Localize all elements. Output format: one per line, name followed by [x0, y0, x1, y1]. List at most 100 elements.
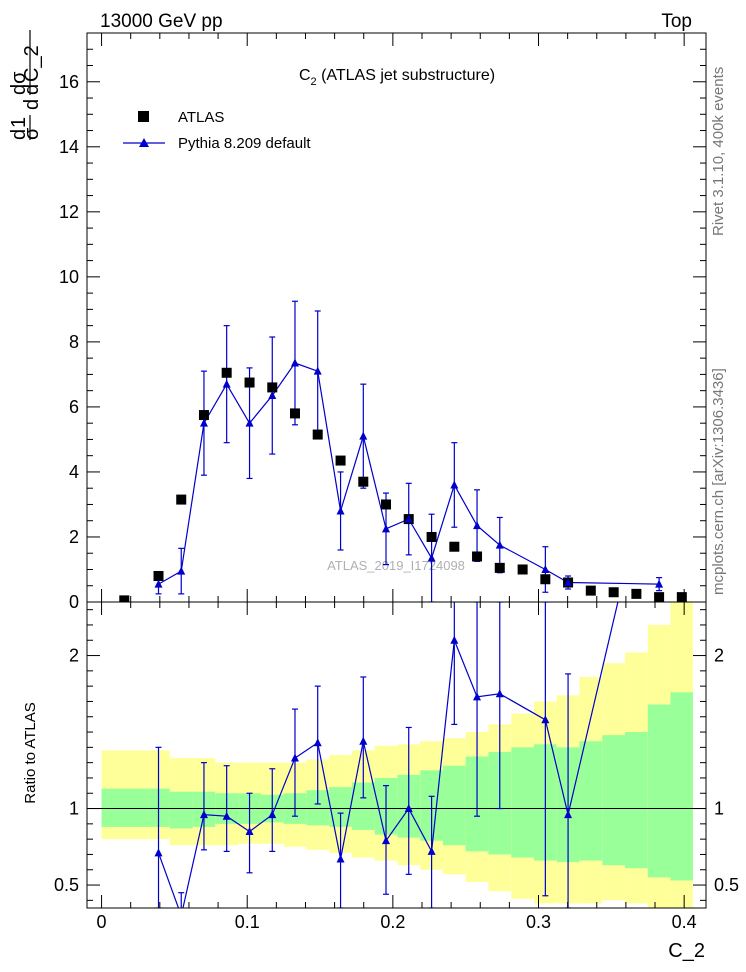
atlas-data-point: [608, 587, 619, 598]
ratio-pythia-series: [154, 422, 663, 919]
x-tick-label: 0.3: [526, 912, 551, 932]
x-tick-label: 0.1: [235, 912, 260, 932]
energy-label: 13000 GeV pp: [100, 11, 223, 32]
ratio-pythia-point: [404, 804, 413, 813]
main-y-axis-label: σ d 1 d C_2 d dσ: [8, 30, 43, 140]
ratio-pythia-point: [268, 810, 277, 819]
svg-text:d: d: [21, 99, 43, 110]
svg-text:C_2: C_2: [21, 45, 43, 82]
uncertainty-band-green: [511, 747, 534, 858]
ratio-y-tick-label-right: 0.5: [714, 875, 739, 895]
pythia-data-point: [245, 418, 254, 427]
ratio-pythia-point: [199, 810, 208, 819]
main-y-tick-label: 8: [69, 332, 79, 352]
pythia-data-point: [564, 577, 573, 586]
analysis-watermark: ATLAS_2019_I1724098: [327, 558, 465, 573]
svg-text:d: d: [8, 129, 30, 140]
uncertainty-band-green: [101, 788, 148, 827]
pythia-data-point: [495, 540, 504, 549]
atlas-data-point: [267, 382, 278, 393]
svg-text:1: 1: [8, 117, 30, 128]
atlas-data-point: [631, 588, 642, 599]
uncertainty-band-green: [647, 704, 671, 878]
ratio-pythia-point: [564, 810, 573, 819]
pythia-data-point: [268, 391, 277, 400]
ratio-y-tick-label: 2: [69, 646, 79, 666]
pythia-data-point: [154, 579, 163, 588]
pythia-data-point: [199, 418, 208, 427]
main-y-tick-label: 6: [69, 397, 79, 417]
main-y-tick-label: 4: [69, 462, 79, 482]
ratio-pythia-point: [177, 911, 185, 919]
ratio-pythia-point: [222, 811, 231, 820]
ratio-pythia-point: [290, 753, 299, 762]
legend-label-atlas: ATLAS: [178, 109, 224, 126]
main-y-tick-label: 16: [59, 72, 79, 92]
ratio-pythia-point: [427, 846, 436, 855]
pythia-data-point: [427, 553, 436, 562]
atlas-data-point: [381, 499, 392, 510]
atlas-data-point: [472, 551, 483, 562]
uncertainty-band-green: [329, 787, 352, 827]
ratio-y-tick-label: 1: [69, 799, 79, 819]
main-y-tick-label: 0: [69, 592, 79, 612]
ratio-pythia-point: [336, 854, 345, 863]
atlas-data-point: [153, 570, 164, 581]
atlas-data-point: [449, 541, 460, 552]
legend-marker-pythia: [139, 138, 149, 147]
ratio-y-tick-label-right: 2: [714, 646, 724, 666]
process-label: Top: [661, 11, 692, 32]
main-plot-series: [119, 300, 687, 602]
atlas-data-point: [540, 574, 551, 585]
atlas-data-point: [426, 531, 437, 542]
atlas-data-point: [289, 408, 300, 419]
atlas-data-point: [517, 564, 528, 575]
main-y-tick-label: 10: [59, 267, 79, 287]
pythia-data-point: [450, 480, 459, 489]
uncertainty-band-green: [602, 735, 626, 866]
pythia-data-point: [541, 564, 550, 573]
uncertainty-band-green: [625, 732, 648, 869]
pythia-data-point: [359, 431, 368, 440]
uncertainty-band-green: [442, 765, 466, 846]
atlas-data-point: [335, 455, 346, 466]
ratio-pythia-point: [495, 689, 504, 698]
ratio-y-axis-label: Ratio to ATLAS: [22, 702, 39, 803]
svg-text:dσ: dσ: [8, 71, 30, 95]
uncertainty-band-green: [579, 741, 603, 861]
ratio-pythia-point: [541, 715, 550, 724]
atlas-data-point: [676, 592, 687, 602]
uncertainty-band-green: [351, 782, 375, 830]
pythia-data-point: [177, 566, 186, 575]
atlas-data-point: [244, 377, 255, 388]
svg-text:d: d: [21, 84, 43, 95]
pythia-data-point: [222, 379, 231, 388]
mcplots-label: mcplots.cern.ch [arXiv:1306.3436]: [710, 368, 727, 595]
ratio-uncertainty-bands: [101, 602, 693, 908]
atlas-data-point: [221, 367, 232, 378]
uncertainty-band-green: [306, 790, 330, 826]
svg-text:σ: σ: [21, 127, 43, 140]
legend-marker-atlas: [138, 111, 149, 122]
ratio-plot-frame: [86, 601, 707, 909]
ratio-pythia-point: [154, 848, 163, 857]
atlas-data-point: [585, 585, 596, 596]
pythia-data-point: [404, 514, 413, 523]
ratio-pythia-point: [245, 827, 254, 835]
main-y-tick-label: 14: [59, 137, 79, 157]
ratio-pythia-point: [359, 736, 368, 745]
atlas-data-point: [494, 562, 505, 573]
ratio-pythia-point: [655, 422, 663, 430]
atlas-data-point: [654, 592, 665, 602]
pythia-data-point: [382, 524, 391, 533]
atlas-data-point: [198, 410, 209, 421]
x-tick-label: 0.4: [672, 912, 697, 932]
uncertainty-band-green: [670, 692, 693, 881]
ratio-pythia-point: [450, 635, 459, 644]
main-y-tick-label: 2: [69, 527, 79, 547]
pythia-data-point: [290, 358, 299, 367]
legend: ATLAS Pythia 8.209 default: [123, 109, 311, 152]
x-tick-label: 0: [97, 912, 107, 932]
ratio-pythia-point: [473, 692, 482, 701]
